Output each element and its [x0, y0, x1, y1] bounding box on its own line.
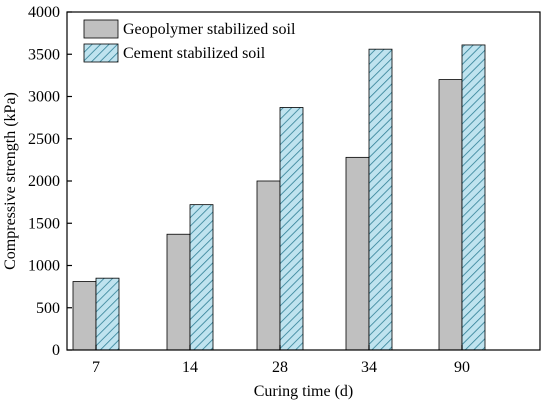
legend-swatch-cement	[83, 43, 119, 63]
bar-geopolymer	[72, 281, 97, 351]
x-tick-label: 34	[361, 359, 377, 376]
y-axis-title: Compressive strength (kPa)	[2, 92, 19, 270]
x-axis-title: Curing time (d)	[254, 383, 354, 400]
y-axis: 0 500 1000 1500 2000 2500 3000 3500 4000	[28, 4, 72, 359]
bar-cement	[279, 107, 304, 351]
y-tick-label: 2000	[28, 173, 60, 190]
bar-geopolymer	[166, 233, 191, 351]
y-tick-label: 3500	[28, 46, 60, 63]
bar-geopolymer	[256, 180, 281, 351]
bar-cement	[461, 44, 486, 351]
x-tick-label: 28	[272, 359, 288, 376]
legend-label: Cement stabilized soil	[123, 45, 266, 62]
x-tick-label: 90	[454, 359, 470, 376]
legend-swatch-geopolymer	[83, 19, 119, 39]
bar-geopolymer	[345, 156, 370, 351]
bar-cement	[95, 277, 120, 351]
y-tick-label: 1000	[28, 258, 60, 275]
bars-group	[72, 44, 486, 351]
x-tick-label: 14	[182, 359, 198, 376]
y-tick-label: 3000	[28, 89, 60, 106]
y-tick-label: 4000	[28, 4, 60, 21]
y-tick-label: 2500	[28, 131, 60, 148]
bar-geopolymer	[438, 79, 463, 351]
legend-label: Geopolymer stabilized soil	[123, 21, 296, 38]
legend: Geopolymer stabilized soil Cement stabili…	[83, 19, 296, 63]
y-tick-label: 0	[52, 342, 60, 359]
bar-cement	[189, 204, 214, 351]
bar-cement	[368, 48, 393, 351]
y-tick-label: 1500	[28, 215, 60, 232]
x-axis: 7 14 28 34 90	[92, 345, 470, 376]
x-tick-label: 7	[92, 359, 100, 376]
y-tick-label: 500	[36, 300, 60, 317]
